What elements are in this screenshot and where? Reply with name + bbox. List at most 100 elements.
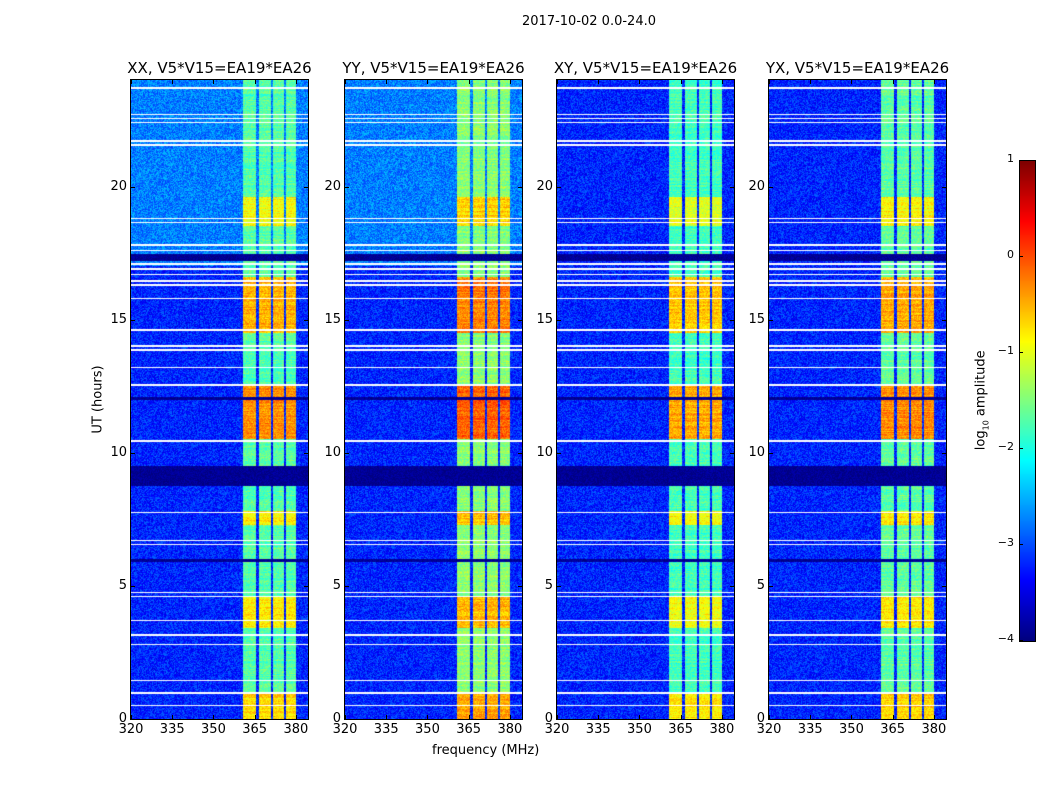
x-tick-mark (892, 715, 894, 719)
heatmap-image (345, 80, 522, 719)
x-tick-mark (680, 715, 682, 719)
y-tick-mark-right (304, 719, 308, 720)
y-tick-label: 10 (110, 444, 127, 460)
x-tick-label: 335 (159, 722, 185, 737)
x-tick-mark (557, 715, 558, 719)
y-tick-mark-right (942, 452, 946, 454)
y-tick-mark (345, 186, 349, 188)
y-tick-mark-right (942, 719, 946, 720)
x-tick-label: 380 (283, 722, 309, 737)
x-tick-mark-top (892, 80, 894, 84)
y-tick-label: 5 (544, 577, 553, 593)
y-tick-mark (131, 585, 135, 587)
y-tick-mark (769, 186, 773, 188)
x-tick-mark-top (680, 80, 682, 84)
heatmap-image (769, 80, 946, 719)
x-tick-mark-top (509, 80, 511, 84)
colorbar-tick-label: 1 (1007, 152, 1014, 165)
y-tick-label: 10 (748, 444, 765, 460)
x-tick-label: 365 (242, 722, 268, 737)
x-tick-mark-top (427, 80, 429, 84)
x-tick-mark (295, 715, 297, 719)
x-tick-mark-top (810, 80, 812, 84)
y-tick-mark (769, 319, 773, 321)
y-tick-mark (131, 452, 135, 454)
y-tick-mark (345, 452, 349, 454)
y-tick-mark (131, 319, 135, 321)
colorbar-label-rest: amplitude (973, 350, 989, 421)
y-tick-label: 5 (118, 577, 127, 593)
x-tick-mark (509, 715, 511, 719)
x-tick-mark (810, 715, 812, 719)
colorbar-tick-mark (1019, 544, 1023, 545)
x-tick-label: 380 (709, 722, 735, 737)
y-tick-mark-right (942, 585, 946, 587)
x-tick-mark-top (295, 80, 297, 84)
x-tick-label: 320 (118, 722, 144, 737)
y-tick-mark-right (304, 452, 308, 454)
heatmap-panel-1 (344, 79, 523, 720)
y-tick-mark-right (518, 719, 522, 720)
y-tick-label: 0 (544, 711, 553, 726)
panel-title: XX, V5*V15=EA19*EA26 (127, 59, 312, 77)
y-tick-mark (557, 719, 561, 720)
y-tick-mark (769, 585, 773, 587)
x-tick-mark (131, 715, 132, 719)
x-tick-mark-top (172, 80, 174, 84)
x-tick-mark (254, 715, 256, 719)
panel-title: YX, V5*V15=EA19*EA26 (765, 59, 950, 77)
x-tick-label: 320 (544, 722, 570, 737)
y-tick-mark (557, 186, 561, 188)
y-tick-mark-right (304, 186, 308, 188)
x-tick-label: 365 (668, 722, 694, 737)
y-tick-mark-right (518, 452, 522, 454)
y-tick-mark-right (730, 186, 734, 188)
x-tick-mark-top (386, 80, 388, 84)
y-tick-mark (131, 719, 135, 720)
colorbar-tick-mark (1019, 448, 1023, 449)
y-tick-label: 5 (332, 577, 341, 593)
y-tick-label: 20 (324, 178, 341, 194)
heatmap-image (557, 80, 734, 719)
x-tick-mark (345, 715, 346, 719)
x-tick-label: 335 (373, 722, 399, 737)
y-tick-mark-right (942, 186, 946, 188)
x-tick-label: 335 (585, 722, 611, 737)
y-tick-mark (769, 452, 773, 454)
x-tick-mark (851, 715, 853, 719)
x-tick-mark (933, 715, 935, 719)
x-tick-label: 380 (497, 722, 523, 737)
panel-title: YY, V5*V15=EA19*EA26 (342, 59, 525, 77)
x-tick-label: 365 (880, 722, 906, 737)
colorbar-tick-mark (1019, 352, 1023, 353)
x-tick-label: 335 (797, 722, 823, 737)
colorbar-tick-mark (1019, 256, 1023, 257)
x-tick-mark-top (345, 80, 346, 84)
y-tick-label: 15 (110, 311, 127, 327)
y-tick-label: 10 (536, 444, 553, 460)
x-tick-mark (172, 715, 174, 719)
y-tick-label: 10 (324, 444, 341, 460)
y-tick-mark (557, 585, 561, 587)
x-tick-label: 350 (627, 722, 652, 737)
x-tick-mark-top (851, 80, 853, 84)
y-tick-mark-right (942, 319, 946, 321)
x-tick-mark (721, 715, 723, 719)
heatmap-image (131, 80, 308, 719)
heatmap-panel-2 (556, 79, 735, 720)
colorbar (1019, 160, 1036, 642)
x-tick-mark-top (639, 80, 641, 84)
y-tick-mark (345, 319, 349, 321)
x-tick-mark-top (213, 80, 215, 84)
y-tick-mark (769, 719, 773, 720)
y-tick-mark (345, 719, 349, 720)
y-tick-mark (557, 319, 561, 321)
y-tick-label: 0 (332, 711, 341, 726)
colorbar-gradient (1020, 161, 1035, 641)
y-tick-label: 5 (756, 577, 765, 593)
colorbar-tick-label: 0 (1007, 248, 1014, 261)
x-tick-label: 350 (201, 722, 226, 737)
x-tick-mark-top (769, 80, 770, 84)
y-tick-mark-right (730, 719, 734, 720)
x-tick-mark-top (721, 80, 723, 84)
